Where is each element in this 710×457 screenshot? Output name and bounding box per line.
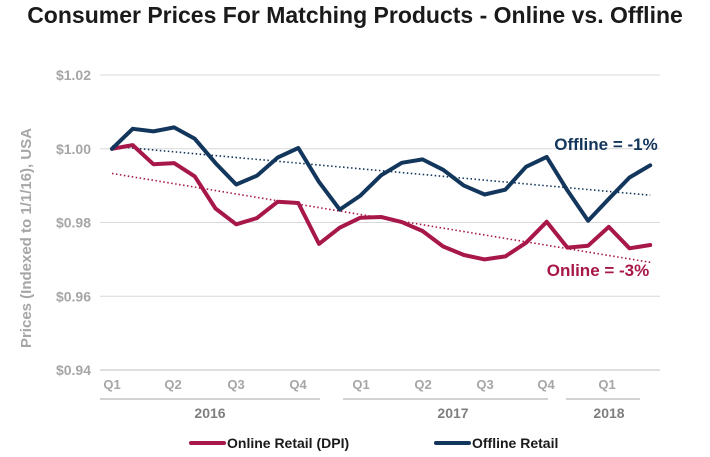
x-tick-label: Q3: [476, 377, 493, 392]
x-tick-label: Q3: [227, 377, 244, 392]
x-tick-label: Q2: [414, 377, 431, 392]
gridlines: [100, 74, 660, 371]
chart-title: Consumer Prices For Matching Products - …: [27, 2, 683, 28]
series-line: [110, 125, 653, 223]
x-axis: Q1 Q2 Q3 Q4 Q1 Q2 Q3 Q4 Q1 2016 2017 2018: [100, 377, 640, 421]
y-axis-title: Prices (Indexed to 1/1/16), USA: [18, 128, 35, 348]
x-tick-label: Q2: [164, 377, 181, 392]
x-tick-label: Q1: [103, 377, 120, 392]
y-tick-label: $1.02: [56, 67, 91, 83]
online-annotation: Online = -3%: [547, 261, 650, 280]
legend-label: Offline Retail: [472, 435, 558, 451]
y-tick-label: $1.00: [56, 141, 91, 157]
annotations: Offline = -1% Online = -3%: [547, 135, 658, 280]
series-lines: [110, 125, 653, 262]
x-tick-label: Q4: [289, 377, 307, 392]
year-label: 2018: [593, 405, 624, 421]
y-tick-label: $0.94: [56, 362, 91, 378]
y-tick-label: $0.96: [56, 288, 91, 304]
year-label: 2016: [194, 405, 225, 421]
legend-label: Online Retail (DPI): [227, 435, 349, 451]
year-label: 2017: [437, 405, 468, 421]
x-tick-label: Q1: [598, 377, 615, 392]
offline-annotation: Offline = -1%: [554, 135, 657, 154]
legend: Online Retail (DPI) Offline Retail: [189, 435, 558, 451]
x-tick-label: Q4: [537, 377, 555, 392]
y-tick-label: $0.98: [56, 215, 91, 231]
series-line: [110, 143, 653, 262]
trend-lines: [111, 145, 651, 264]
y-axis-tick-labels: $1.02 $1.00 $0.98 $0.96 $0.94: [56, 67, 91, 378]
x-tick-label: Q1: [352, 377, 369, 392]
